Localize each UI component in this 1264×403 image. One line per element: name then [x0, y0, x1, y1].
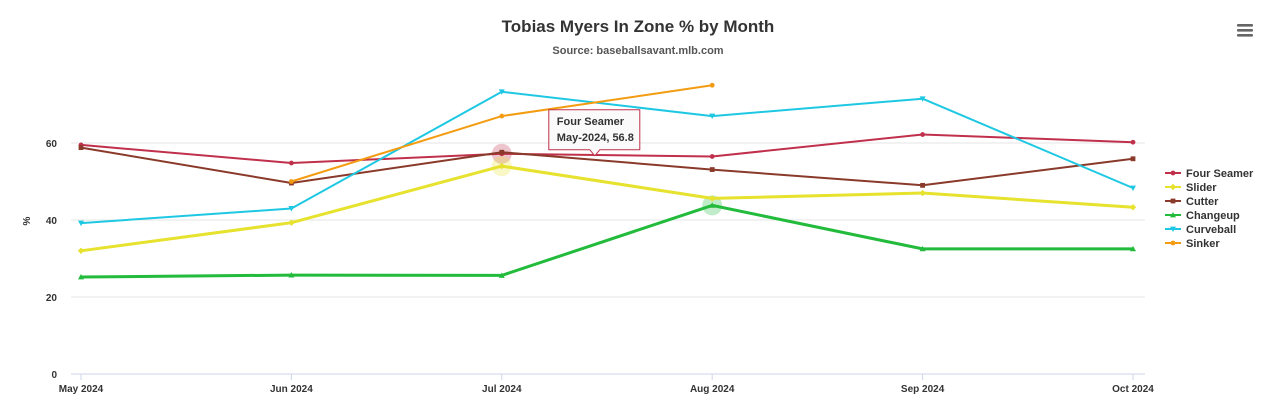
- tooltip: Four Seamer May-2024, 56.8: [548, 109, 641, 157]
- legend-item[interactable]: Sinker: [1165, 238, 1220, 250]
- x-tick-label: Oct 2024: [1112, 384, 1154, 395]
- data-point: [1130, 139, 1136, 145]
- tooltip-value: May-2024, 56.8: [557, 132, 634, 144]
- legend-label: Sinker: [1186, 238, 1220, 250]
- data-point: [498, 89, 505, 95]
- data-point: [709, 113, 716, 120]
- legend-label: Slider: [1186, 182, 1217, 194]
- data-point: [709, 167, 715, 172]
- data-point: [919, 245, 926, 252]
- x-tick-label: Sep 2024: [901, 384, 945, 395]
- y-tick-label: 60: [46, 139, 58, 150]
- x-tick-label: Jun 2024: [270, 384, 313, 395]
- data-point: [498, 272, 505, 278]
- data-point: [288, 272, 295, 278]
- data-point: [288, 219, 295, 226]
- tooltip-box: [548, 109, 641, 157]
- legend-item[interactable]: Changeup: [1165, 210, 1240, 222]
- data-point: [1170, 198, 1176, 204]
- series-line: [80, 146, 1134, 187]
- data-point: [1170, 226, 1176, 232]
- data-point: [288, 206, 295, 212]
- chart-title: Tobias Myers In Zone % by Month: [502, 17, 775, 36]
- data-point: [1129, 204, 1137, 211]
- data-point: [919, 189, 926, 197]
- y-tick-label: 40: [46, 216, 58, 227]
- legend-item[interactable]: Four Seamer: [1165, 168, 1254, 180]
- x-tick-label: Aug 2024: [690, 384, 735, 395]
- data-point: [709, 154, 715, 159]
- series-layer: [77, 82, 1137, 280]
- menu-icon[interactable]: [1230, 18, 1260, 40]
- y-tick-label: 20: [46, 293, 58, 304]
- data-point: [709, 82, 715, 88]
- data-point: [920, 182, 925, 188]
- chart-subtitle: Source: baseballsavant.mlb.com: [552, 45, 723, 57]
- data-point: [1169, 183, 1177, 191]
- data-point: [1130, 245, 1136, 252]
- data-point: [1170, 212, 1176, 218]
- series-line: [80, 133, 1134, 164]
- series-curveball: [78, 89, 1136, 227]
- data-point: [1130, 156, 1136, 162]
- data-point: [1170, 170, 1176, 176]
- series-line: [80, 90, 1134, 225]
- series-sinker: [289, 82, 715, 184]
- series-line: [79, 164, 1135, 253]
- data-point: [78, 145, 84, 151]
- data-point: [1130, 185, 1136, 192]
- data-point: [499, 149, 505, 155]
- data-point: [78, 220, 84, 227]
- y-axis-title: %: [22, 216, 33, 225]
- axes: 0 20 40 60 May 2024 Jun 2024 Jul 2024 Aug 2024 S…: [46, 139, 1154, 395]
- legend-item[interactable]: Slider: [1165, 182, 1217, 194]
- x-tick-label: May 2024: [59, 384, 104, 395]
- grid-lines: [71, 142, 1145, 298]
- tooltip-series: Four Seamer: [557, 116, 625, 128]
- data-point: [499, 113, 505, 119]
- data-point: [920, 132, 925, 137]
- data-point: [709, 202, 716, 208]
- legend-label: Cutter: [1186, 196, 1219, 208]
- data-point: [498, 162, 505, 170]
- data-point: [709, 195, 716, 202]
- data-point: [289, 179, 294, 184]
- y-tick-label: 0: [51, 370, 57, 381]
- series-line: [79, 203, 1135, 279]
- legend-label: Four Seamer: [1186, 168, 1254, 180]
- data-point: [1170, 240, 1176, 246]
- x-tick-label: Jul 2024: [482, 384, 522, 395]
- legend-label: Changeup: [1186, 210, 1240, 222]
- legend-label: Curveball: [1186, 224, 1236, 236]
- legend-item[interactable]: Cutter: [1165, 196, 1219, 208]
- series-changeup: [78, 202, 1136, 280]
- data-point: [78, 273, 84, 280]
- legend: Four Seamer Slider Cutter Changeup Curveball…: [1165, 168, 1254, 250]
- legend-item[interactable]: Curveball: [1165, 224, 1236, 236]
- series-slider: [77, 162, 1137, 254]
- data-point: [77, 247, 85, 254]
- data-point: [289, 160, 294, 166]
- data-point: [919, 96, 926, 102]
